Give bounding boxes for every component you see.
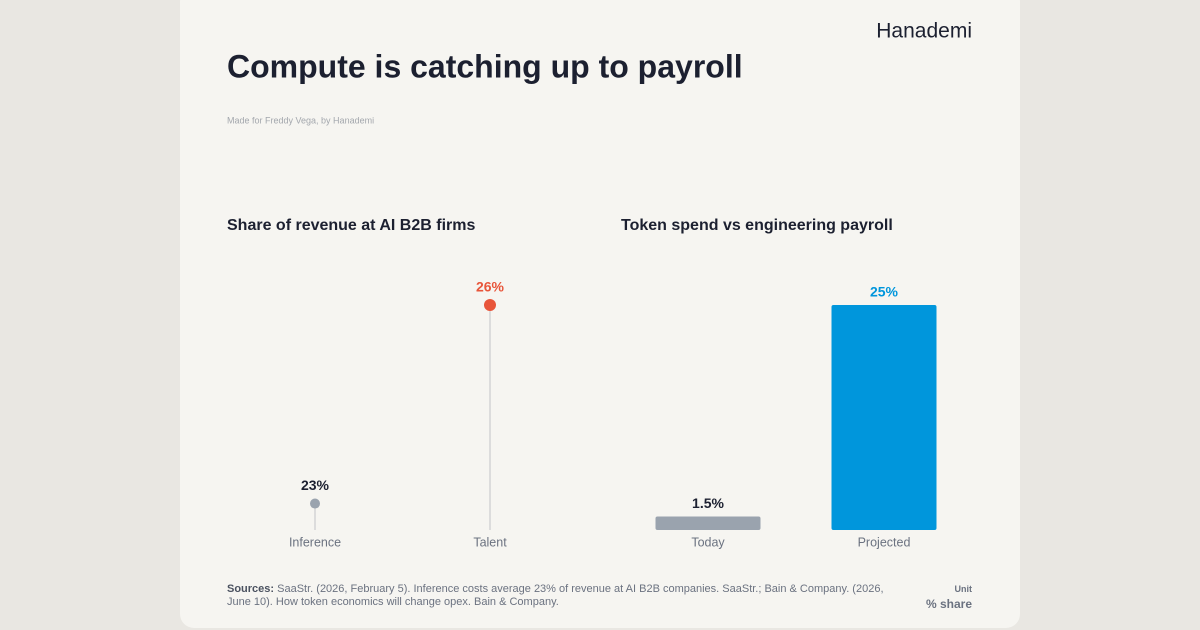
sources-text: SaaStr. (2026, February 5). Inference co… (227, 583, 884, 608)
value-label: 25% (870, 284, 899, 300)
dot (484, 299, 496, 311)
unit: Unit % share (926, 584, 972, 611)
unit-label: Unit (954, 584, 973, 594)
x-tick-label: Today (691, 535, 725, 549)
x-tick-label: Talent (473, 535, 507, 549)
sources: Sources: SaaStr. (2026, February 5). Inf… (227, 583, 887, 609)
bar (831, 305, 937, 530)
subtitle: Made for Freddy Vega, by Hanademi (227, 115, 374, 125)
unit-value: % share (925, 597, 972, 611)
card (180, 0, 1020, 628)
dot (310, 498, 320, 509)
x-tick-label: Inference (289, 535, 341, 549)
x-tick-label: Projected (858, 535, 911, 549)
value-label: 26% (476, 279, 505, 295)
value-label: 1.5% (692, 495, 724, 511)
chart-subtitle: Token spend vs engineering payroll (621, 217, 893, 234)
chart-subtitle: Share of revenue at AI B2B firms (227, 217, 475, 234)
brand: Hanademi (876, 20, 972, 43)
bar (655, 516, 761, 530)
sources-label: Sources: (227, 583, 275, 595)
title: Compute is catching up to payroll (227, 48, 743, 84)
value-label: 23% (301, 477, 330, 493)
